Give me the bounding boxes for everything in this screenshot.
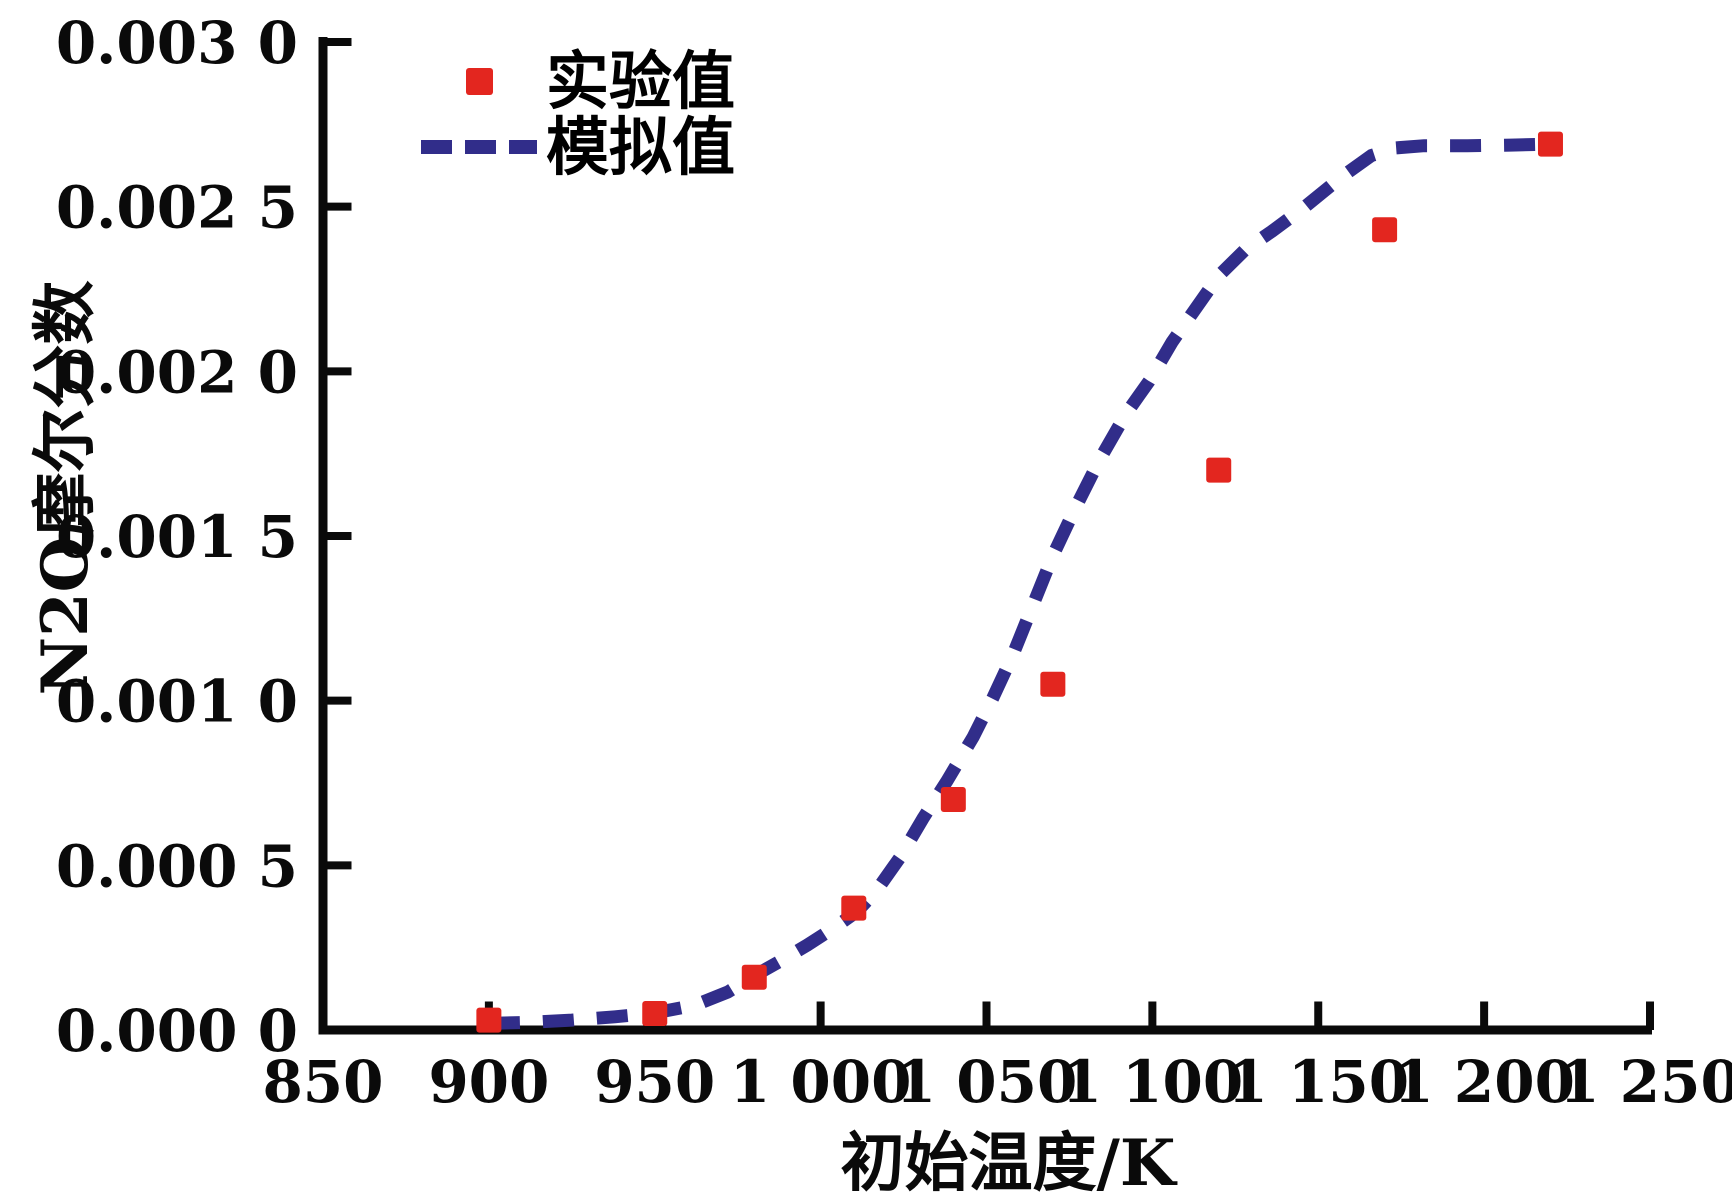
legend-item-experimental: 实验值 — [420, 48, 735, 114]
y-tick-label: 0.002 0 — [56, 338, 298, 406]
x-axis-title: 初始温度/K — [840, 1126, 1176, 1201]
y-tick-label: 0.000 0 — [56, 997, 298, 1065]
x-tick-label: 1 200 — [1393, 1048, 1575, 1116]
square-marker-icon — [465, 67, 493, 95]
simulated-curve — [488, 137, 1554, 1030]
legend: 实验值 模拟值 — [420, 48, 735, 180]
y-tick-label: 0.002 5 — [56, 174, 298, 242]
x-tick-label: 1 000 — [730, 1048, 912, 1116]
experimental-point — [1372, 217, 1398, 243]
legend-label-experimental: 实验值 — [546, 44, 735, 118]
x-tick-label: 900 — [428, 1048, 549, 1116]
experimental-point — [841, 895, 867, 921]
experimental-point — [741, 964, 767, 990]
x-tick-label: 950 — [594, 1048, 715, 1116]
x-tick-label: 1 250 — [1559, 1048, 1732, 1116]
experimental-point — [642, 1001, 668, 1027]
experimental-point — [1206, 457, 1232, 483]
experimental-marker-swatch — [420, 67, 538, 95]
y-tick-label: 0.001 0 — [56, 668, 298, 736]
legend-label-simulated: 模拟值 — [546, 110, 735, 184]
y-tick-label: 0.003 0 — [56, 9, 298, 77]
experimental-point — [476, 1007, 502, 1033]
dashed-line-icon — [421, 140, 537, 154]
y-tick-label: 0.001 5 — [56, 503, 298, 571]
experimental-point — [940, 786, 966, 812]
x-tick-label: 1 050 — [896, 1048, 1078, 1116]
experimental-point — [1537, 131, 1563, 157]
y-axis-title: N2O摩尔分数 — [28, 280, 103, 696]
y-tick-label: 0.000 5 — [56, 832, 298, 900]
legend-item-simulated: 模拟值 — [420, 114, 735, 180]
x-tick-label: 850 — [262, 1048, 383, 1116]
x-tick-label: 1 100 — [1062, 1048, 1244, 1116]
x-tick-label: 1 150 — [1227, 1048, 1409, 1116]
experimental-point — [1040, 671, 1066, 697]
simulated-line-swatch — [420, 140, 538, 154]
